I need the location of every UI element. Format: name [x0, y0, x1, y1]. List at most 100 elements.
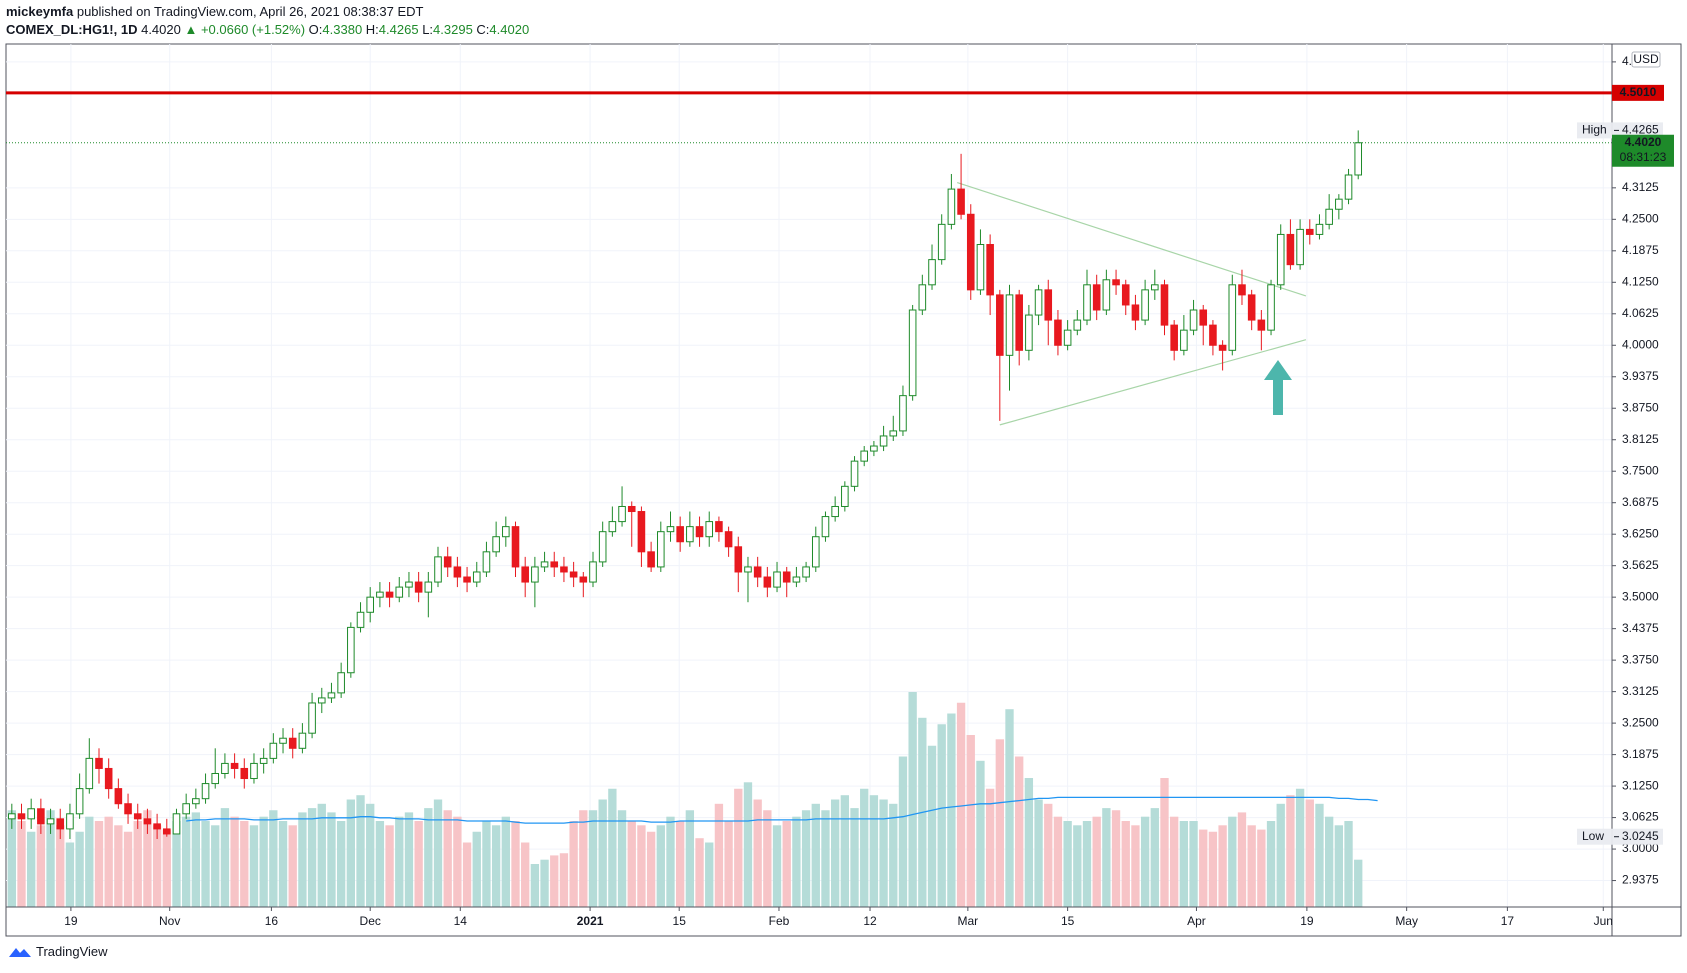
- candle-body: [1315, 223, 1324, 235]
- candle-body: [1102, 279, 1111, 311]
- candle-body: [782, 571, 791, 583]
- volume-bar: [1092, 816, 1101, 907]
- x-tick-label: 19: [64, 914, 78, 928]
- x-tick-label: Nov: [159, 914, 180, 928]
- candle-body: [1005, 294, 1014, 356]
- candle-body: [75, 788, 84, 815]
- volume-bar: [36, 825, 46, 907]
- high-label-box: [1577, 122, 1663, 139]
- candle-body: [598, 531, 607, 563]
- volume-bar: [666, 816, 675, 907]
- brand: TradingView: [36, 944, 108, 959]
- c-value: 4.4020: [489, 22, 530, 37]
- candle-body: [879, 435, 888, 447]
- volume-bar: [1140, 816, 1150, 907]
- volume-bar: [646, 831, 656, 907]
- candle-body: [1044, 289, 1053, 321]
- candle-body: [627, 505, 636, 513]
- volume-bar: [1121, 821, 1130, 907]
- volume-bar: [627, 821, 636, 907]
- volume-bar: [133, 821, 142, 907]
- volume-bar: [821, 810, 830, 907]
- candle-body: [521, 566, 529, 583]
- volume-bar: [143, 810, 152, 907]
- volume-bar: [327, 812, 336, 907]
- candle-body: [279, 737, 287, 744]
- volume-bar: [869, 795, 879, 907]
- candle-body: [608, 521, 617, 533]
- candle-body: [831, 505, 839, 518]
- candle-body: [414, 581, 423, 593]
- volume-bar: [1199, 829, 1208, 907]
- volume-bar: [1247, 825, 1256, 907]
- candle-body: [1296, 228, 1304, 266]
- candle-body: [385, 591, 394, 598]
- y-tick-label: 4.2500: [1622, 211, 1659, 225]
- volume-bar: [860, 788, 869, 907]
- header-line1: mickeymfa published on TradingView.com, …: [6, 3, 529, 21]
- candle-body: [37, 808, 45, 825]
- volume-bar: [685, 810, 695, 907]
- candle-body: [811, 536, 820, 568]
- candle-body: [1305, 228, 1314, 235]
- volume-bar: [27, 831, 36, 907]
- y-tick-label: 3.6250: [1622, 526, 1659, 540]
- candle-body: [986, 244, 994, 296]
- symbol: COMEX_DL:HG1!, 1D: [6, 22, 138, 37]
- high-value: 4.4265: [1622, 123, 1659, 137]
- candle-body: [540, 561, 549, 568]
- plot: [6, 91, 1612, 907]
- candle-body: [114, 788, 123, 805]
- candle-body: [734, 546, 743, 573]
- candle-body: [773, 571, 781, 588]
- volume-bar: [443, 810, 452, 907]
- volume-bar: [1073, 825, 1082, 907]
- candle-body: [211, 772, 220, 785]
- volume-bar: [985, 788, 995, 907]
- trendline: [999, 339, 1307, 426]
- candle-body: [104, 767, 113, 790]
- candle-body: [472, 571, 481, 583]
- volume-bar: [695, 838, 704, 907]
- volume-bar: [7, 810, 16, 907]
- candle-body: [453, 566, 462, 578]
- volume-bar: [579, 810, 588, 907]
- volume-bar: [879, 799, 888, 907]
- y-tick-label: 3.2500: [1622, 715, 1659, 729]
- volume-bar: [1218, 825, 1227, 907]
- volume-bar: [908, 692, 917, 907]
- logo: [9, 947, 31, 957]
- o-value: 4.3380: [322, 22, 363, 37]
- y-tick-label: 3.8125: [1622, 432, 1659, 446]
- volume-bar: [608, 788, 617, 907]
- volume-bar: [937, 724, 946, 907]
- x-tick-label: 2021: [577, 914, 604, 928]
- volume-bar: [521, 842, 530, 907]
- candle-body: [1121, 284, 1130, 306]
- candle-body: [143, 818, 152, 825]
- volume-bar: [17, 821, 26, 907]
- candle-body: [1257, 319, 1266, 331]
- candle-body: [133, 813, 142, 820]
- candle-body: [1151, 284, 1159, 291]
- volume-bar: [976, 760, 985, 907]
- candle-body: [1170, 324, 1178, 351]
- volume-bar: [1276, 803, 1285, 907]
- candle-body: [463, 576, 471, 583]
- candle-body: [1209, 324, 1217, 346]
- candle-body: [356, 611, 365, 628]
- countdown: 08:31:23: [1620, 150, 1667, 164]
- volume-bar: [1150, 808, 1159, 907]
- resistance-label-box: [1612, 84, 1664, 101]
- candle-body: [744, 566, 752, 573]
- published: published on TradingView.com, April 26, …: [76, 4, 424, 19]
- candle-body: [928, 259, 936, 286]
- volume-bar: [395, 816, 404, 907]
- y-tick-label: 3.3750: [1622, 652, 1659, 666]
- volume-bar: [1024, 778, 1034, 907]
- candle-body: [1247, 294, 1256, 321]
- candle-body: [1267, 284, 1275, 331]
- volume-bar: [617, 810, 627, 907]
- candle-body: [240, 767, 249, 780]
- candle-body: [1092, 284, 1101, 311]
